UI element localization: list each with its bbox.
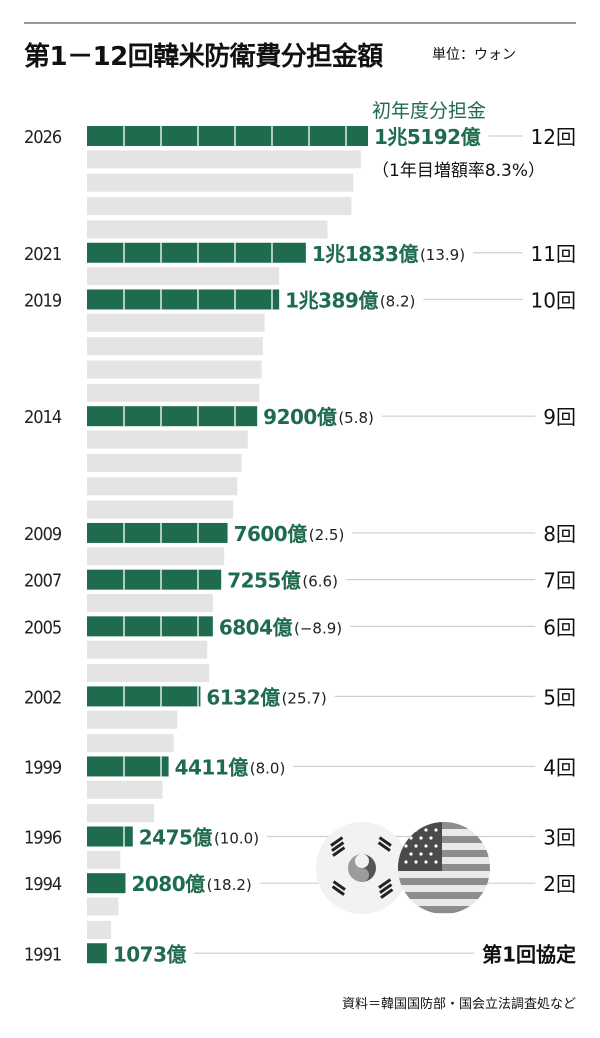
- year-label-1994: 1994: [24, 874, 62, 895]
- bar-2014: [87, 406, 258, 427]
- bar-2007: [87, 569, 222, 590]
- bar-2020: [87, 267, 280, 286]
- bar-1992: [87, 920, 112, 939]
- year-label-1999: 1999: [24, 757, 62, 778]
- rate-label-2014: (5.8): [338, 409, 374, 427]
- value-label-2014: 9200億: [263, 405, 337, 429]
- year-label-2026: 2026: [24, 127, 62, 148]
- first-year-label: 初年度分担金: [372, 100, 487, 122]
- bar-2013: [87, 430, 248, 449]
- round-label-2014: 9回: [543, 405, 576, 429]
- bar-2023: [87, 197, 352, 216]
- bar-2011: [87, 477, 238, 496]
- bar-1995: [87, 850, 121, 869]
- round-label-2002: 5回: [543, 685, 576, 709]
- usa-flag-icon: [398, 822, 490, 914]
- year-label-2005: 2005: [24, 617, 61, 638]
- year-label-2019: 2019: [24, 290, 62, 311]
- bar-2015: [87, 383, 260, 402]
- rate-label-1999: (8.0): [250, 759, 286, 777]
- value-label-2019: 1兆389億: [285, 288, 378, 312]
- round-label-2021: 11回: [531, 242, 576, 266]
- round-label-2009: 8回: [543, 522, 576, 546]
- round-label-2005: 6回: [543, 615, 576, 639]
- bar-1997: [87, 804, 155, 823]
- source-note: 資料＝韓国国防部・国会立法調査処など: [341, 997, 576, 1012]
- year-label-2009: 2009: [24, 524, 62, 545]
- bar-1991: [87, 943, 107, 964]
- bar-2004: [87, 640, 208, 659]
- bar-1998: [87, 780, 163, 799]
- bar-2019: [87, 289, 280, 310]
- rate-label-1996: (10.0): [214, 830, 259, 848]
- value-label-2009: 7600億: [234, 522, 308, 546]
- bar-2016: [87, 360, 262, 379]
- rate-label-2002: (25.7): [282, 689, 327, 707]
- korea-flag-icon: [316, 822, 408, 914]
- chart-title: 第1－12回韓米防衛費分担金額: [24, 42, 383, 72]
- bar-2024: [87, 173, 354, 192]
- year-label-2021: 2021: [24, 244, 61, 265]
- bar-2006: [87, 594, 213, 612]
- rate-label-1994: (18.2): [207, 876, 252, 894]
- value-label-2007: 7255億: [227, 569, 301, 593]
- bar-2018: [87, 313, 265, 332]
- bar-2000: [87, 734, 174, 753]
- round-label-1999: 4回: [543, 755, 576, 779]
- value-label-1999: 4411億: [175, 755, 249, 779]
- value-label-2021: 1兆1833億: [312, 242, 419, 266]
- year-label-1991: 1991: [24, 944, 61, 965]
- bar-2021: [87, 242, 306, 263]
- round-label-2019: 10回: [531, 288, 576, 312]
- bar-2003: [87, 664, 210, 683]
- rate-label-2005: (−8.9): [294, 619, 342, 637]
- rate-label-2019: (8.2): [380, 292, 416, 310]
- round-label-2007: 7回: [543, 569, 576, 593]
- rate-label-2021: (13.9): [420, 246, 465, 264]
- bar-2010: [87, 500, 234, 519]
- value-label-1996: 2475億: [139, 826, 213, 850]
- bar-1993: [87, 897, 119, 916]
- bar-2009: [87, 522, 228, 543]
- year-label-2014: 2014: [24, 407, 62, 428]
- bar-2026: [87, 126, 368, 146]
- bar-2022: [87, 220, 328, 239]
- year-label-1996: 1996: [24, 828, 62, 849]
- top-rule: [24, 22, 576, 24]
- value-label-1994: 2080億: [131, 872, 205, 896]
- increase-rate-note: （1年目増額率8.3%）: [372, 161, 546, 181]
- bar-2005: [87, 616, 213, 637]
- bar-2001: [87, 710, 178, 729]
- value-label-2002: 6132億: [206, 685, 280, 709]
- value-label-1991: 1073億: [113, 942, 187, 966]
- bar-1994: [87, 873, 126, 894]
- bar-2012: [87, 453, 242, 472]
- bar-2025: [87, 150, 361, 169]
- year-label-2007: 2007: [24, 571, 61, 592]
- round-label-1994: 2回: [543, 872, 576, 896]
- value-label-2026: 1兆5192億: [374, 125, 481, 149]
- year-label-2002: 2002: [24, 687, 61, 708]
- bar-2017: [87, 337, 263, 356]
- rate-label-2009: (2.5): [309, 526, 345, 544]
- rate-label-2007: (6.6): [302, 573, 338, 591]
- bar-1996: [87, 826, 133, 847]
- round-label-1996: 3回: [543, 826, 576, 850]
- unit-label: 単位：ウォン: [432, 47, 516, 63]
- value-label-2005: 6804億: [219, 615, 293, 639]
- round-label-1991: 第1回協定: [482, 942, 576, 966]
- bar-2008: [87, 547, 225, 566]
- bar-2002: [87, 686, 201, 707]
- bar-1999: [87, 756, 169, 777]
- round-label-2026: 12回: [531, 125, 576, 149]
